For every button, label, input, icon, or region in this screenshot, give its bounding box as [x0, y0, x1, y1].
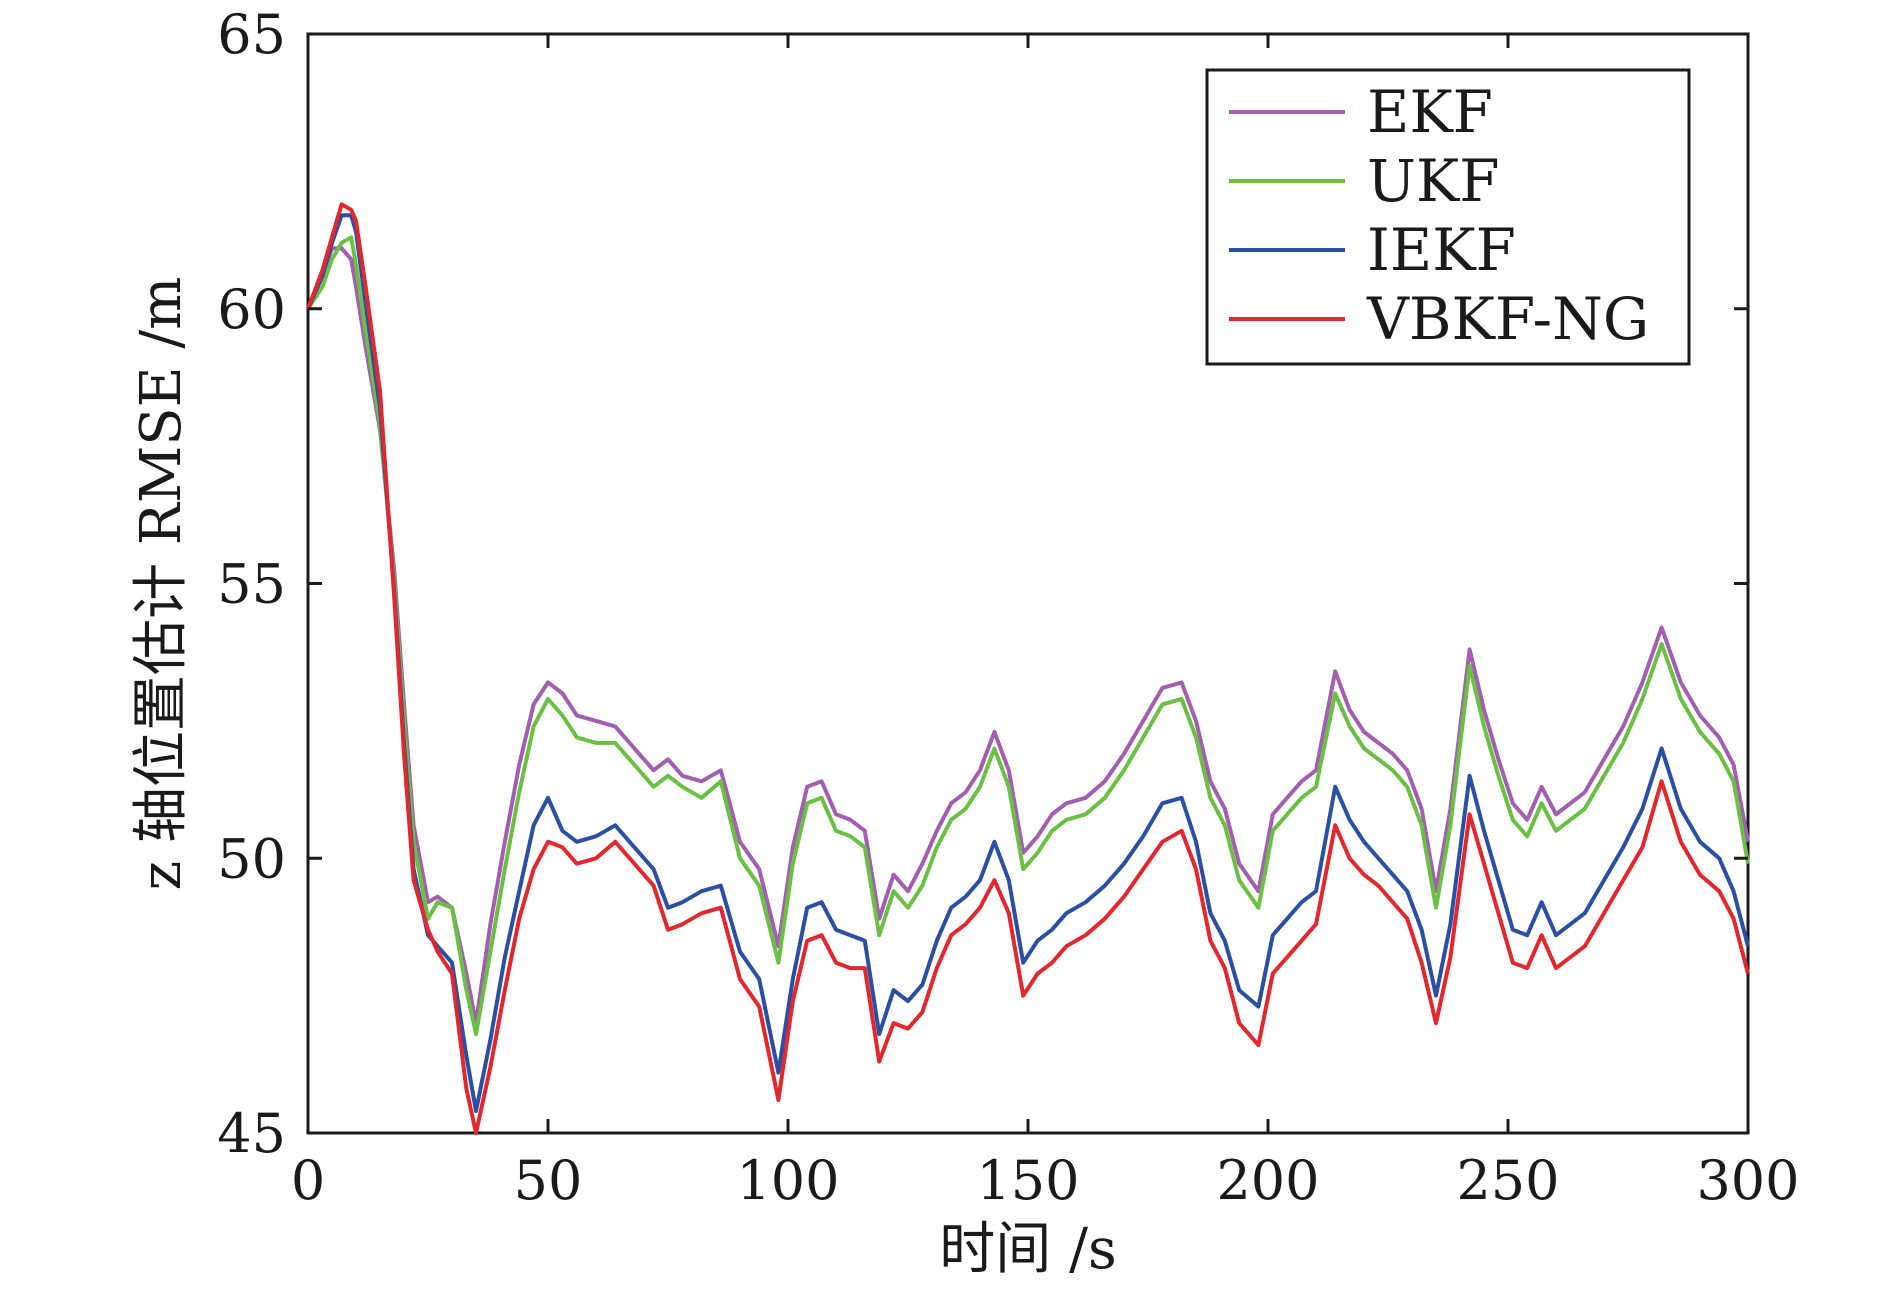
y-tick-label: 55 [217, 553, 286, 616]
series-line-ukf [306, 235, 1750, 1037]
legend-box [1205, 68, 1691, 366]
x-axis-label: 时间 /s [939, 1217, 1116, 1282]
y-axis-label: z 轴位置估计 RMSE /m [129, 277, 194, 891]
series-layer [306, 202, 1750, 1135]
legend-label-ekf: EKF [1367, 78, 1493, 146]
x-tick-label: 300 [1696, 1149, 1799, 1212]
y-tick-label: 65 [217, 3, 286, 66]
x-tick-labels: 0 50 100 150 200 250 300 [291, 1149, 1800, 1212]
series-line-iekf [306, 213, 1750, 1113]
series-line-ekf [306, 246, 1750, 1026]
legend-label-vbkf-ng: VBKF-NG [1366, 285, 1649, 353]
x-tick-label: 200 [1216, 1149, 1319, 1212]
legend-label-iekf: IEKF [1367, 216, 1516, 284]
y-tick-label: 50 [217, 827, 286, 890]
x-tick-label: 100 [736, 1149, 839, 1212]
legend-label-ukf: UKF [1367, 147, 1499, 215]
x-tick-label: 150 [976, 1149, 1079, 1212]
x-tick-label: 50 [514, 1149, 583, 1212]
y-tick-label: 60 [217, 278, 286, 341]
y-tick-labels: 45 50 55 60 65 [217, 3, 286, 1165]
y-tick-label: 45 [217, 1102, 286, 1165]
x-tick-label: 0 [291, 1149, 325, 1212]
x-tick-label: 250 [1456, 1149, 1559, 1212]
tick-marks [306, 32, 1750, 1135]
series-line-vbkf-ng [306, 202, 1750, 1135]
